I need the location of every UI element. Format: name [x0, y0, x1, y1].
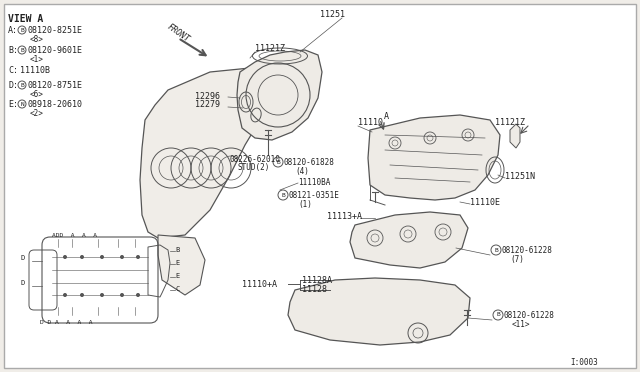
Text: 08918-20610: 08918-20610: [27, 100, 82, 109]
Circle shape: [136, 255, 140, 259]
Text: 11110: 11110: [358, 118, 383, 127]
Text: B:: B:: [8, 46, 18, 55]
Text: B: B: [494, 247, 498, 253]
Text: <11>: <11>: [512, 320, 531, 329]
Text: ADD  A  A  A: ADD A A A: [52, 233, 97, 238]
Text: B: B: [20, 83, 24, 87]
Text: 08120-8751E: 08120-8751E: [27, 81, 82, 90]
Text: 12296: 12296: [195, 92, 220, 101]
Text: 08120-61228: 08120-61228: [504, 311, 555, 320]
Circle shape: [63, 293, 67, 297]
Text: B: B: [281, 192, 285, 198]
Text: B: B: [20, 28, 24, 32]
Text: 11121Z: 11121Z: [255, 44, 285, 53]
Text: 11110B: 11110B: [20, 66, 50, 75]
Circle shape: [18, 81, 26, 89]
Text: (1): (1): [298, 200, 312, 209]
Text: D: D: [20, 280, 24, 286]
Text: C:: C:: [8, 66, 18, 75]
Circle shape: [63, 255, 67, 259]
Text: 11110E: 11110E: [470, 198, 500, 207]
Circle shape: [80, 293, 84, 297]
Text: D:: D:: [8, 81, 18, 90]
Text: N: N: [20, 102, 24, 106]
Text: 11251: 11251: [320, 10, 345, 19]
Text: VIEW A: VIEW A: [8, 14, 44, 24]
Text: E: E: [175, 273, 179, 279]
Text: C: C: [175, 286, 179, 292]
Text: (4): (4): [295, 167, 309, 176]
Polygon shape: [140, 68, 278, 238]
Circle shape: [273, 157, 283, 167]
Circle shape: [18, 100, 26, 108]
Circle shape: [120, 293, 124, 297]
Circle shape: [120, 255, 124, 259]
Circle shape: [100, 293, 104, 297]
Circle shape: [18, 46, 26, 54]
Text: <8>: <8>: [30, 35, 44, 44]
Text: A:: A:: [8, 26, 18, 35]
Text: 08120-8251E: 08120-8251E: [27, 26, 82, 35]
Circle shape: [493, 310, 503, 320]
Text: 11128A: 11128A: [302, 276, 332, 285]
Text: FRONT: FRONT: [165, 22, 191, 44]
Text: <2>: <2>: [30, 109, 44, 118]
Text: 11110+A: 11110+A: [242, 280, 277, 289]
Polygon shape: [158, 235, 205, 295]
Polygon shape: [350, 212, 468, 268]
Circle shape: [491, 245, 501, 255]
Text: 11113+A: 11113+A: [327, 212, 362, 221]
Text: 11128: 11128: [302, 285, 327, 294]
Polygon shape: [288, 278, 470, 345]
Circle shape: [100, 255, 104, 259]
Text: I:0003: I:0003: [570, 358, 598, 367]
Text: 11121Z: 11121Z: [495, 118, 525, 127]
Polygon shape: [510, 124, 520, 148]
Text: 08120-61828: 08120-61828: [284, 158, 335, 167]
Polygon shape: [368, 115, 500, 200]
Text: B: B: [175, 247, 179, 253]
Circle shape: [136, 293, 140, 297]
Text: B: B: [496, 312, 500, 317]
Text: E:: E:: [8, 100, 18, 109]
Text: B: B: [20, 48, 24, 52]
Text: A: A: [384, 112, 389, 121]
Text: 08226-62010: 08226-62010: [230, 155, 281, 164]
Circle shape: [278, 190, 288, 200]
Text: (7): (7): [510, 255, 524, 264]
Text: 12279: 12279: [195, 100, 220, 109]
Polygon shape: [237, 50, 322, 140]
Text: 08120-9601E: 08120-9601E: [27, 46, 82, 55]
Text: <1>: <1>: [30, 55, 44, 64]
Text: D D A  A  A  A: D D A A A A: [40, 320, 93, 325]
Text: 08121-0351E: 08121-0351E: [289, 191, 340, 200]
Text: E: E: [175, 260, 179, 266]
Text: B: B: [276, 160, 280, 164]
Text: STUD(2): STUD(2): [237, 163, 269, 172]
Text: 11251N: 11251N: [505, 172, 535, 181]
Circle shape: [18, 26, 26, 34]
Text: 11110BA: 11110BA: [298, 178, 330, 187]
Text: 08120-61228: 08120-61228: [502, 246, 553, 255]
Text: <6>: <6>: [30, 90, 44, 99]
Text: D: D: [20, 255, 24, 261]
Circle shape: [80, 255, 84, 259]
